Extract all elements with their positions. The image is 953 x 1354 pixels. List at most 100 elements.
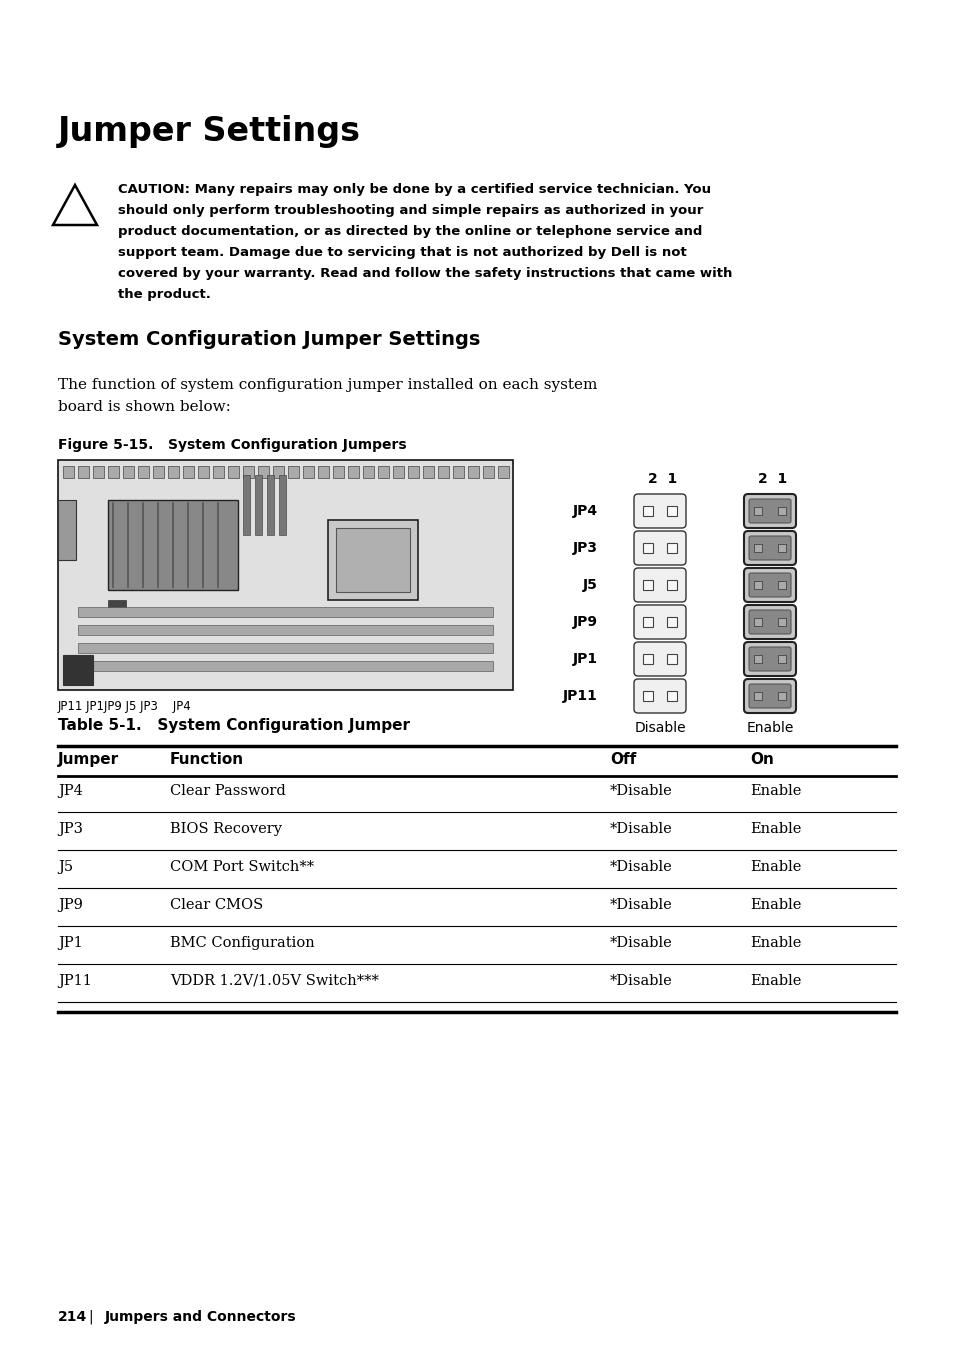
- FancyBboxPatch shape: [108, 500, 237, 590]
- FancyBboxPatch shape: [778, 581, 785, 589]
- FancyBboxPatch shape: [408, 466, 418, 478]
- Text: Enable: Enable: [749, 936, 801, 951]
- FancyBboxPatch shape: [108, 466, 119, 478]
- Text: the product.: the product.: [118, 288, 211, 301]
- FancyBboxPatch shape: [168, 466, 179, 478]
- FancyBboxPatch shape: [666, 580, 677, 590]
- Text: Figure 5-15.   System Configuration Jumpers: Figure 5-15. System Configuration Jumper…: [58, 437, 406, 452]
- FancyBboxPatch shape: [642, 580, 652, 590]
- FancyBboxPatch shape: [753, 581, 761, 589]
- Text: Off: Off: [609, 751, 636, 766]
- FancyBboxPatch shape: [363, 466, 374, 478]
- Text: support team. Damage due to servicing that is not authorized by Dell is not: support team. Damage due to servicing th…: [118, 246, 686, 259]
- FancyBboxPatch shape: [288, 466, 298, 478]
- FancyBboxPatch shape: [748, 647, 790, 672]
- FancyBboxPatch shape: [642, 617, 652, 627]
- FancyBboxPatch shape: [333, 466, 344, 478]
- Text: Clear Password: Clear Password: [170, 784, 286, 798]
- FancyBboxPatch shape: [58, 460, 513, 691]
- FancyBboxPatch shape: [152, 466, 164, 478]
- FancyBboxPatch shape: [63, 655, 92, 685]
- FancyBboxPatch shape: [743, 605, 795, 639]
- FancyBboxPatch shape: [317, 466, 329, 478]
- FancyBboxPatch shape: [666, 506, 677, 516]
- FancyBboxPatch shape: [335, 528, 410, 592]
- Text: *Disable: *Disable: [609, 822, 672, 835]
- FancyBboxPatch shape: [666, 543, 677, 552]
- FancyBboxPatch shape: [468, 466, 478, 478]
- FancyBboxPatch shape: [108, 600, 126, 615]
- FancyBboxPatch shape: [743, 567, 795, 603]
- FancyBboxPatch shape: [243, 466, 253, 478]
- FancyBboxPatch shape: [642, 506, 652, 516]
- Text: Jumpers and Connectors: Jumpers and Connectors: [105, 1311, 296, 1324]
- Text: JP4: JP4: [58, 784, 83, 798]
- FancyBboxPatch shape: [642, 654, 652, 663]
- FancyBboxPatch shape: [748, 536, 790, 561]
- Text: *Disable: *Disable: [609, 860, 672, 873]
- Text: *Disable: *Disable: [609, 784, 672, 798]
- Text: Enable: Enable: [749, 860, 801, 873]
- FancyBboxPatch shape: [257, 466, 269, 478]
- FancyBboxPatch shape: [748, 500, 790, 523]
- Text: Enable: Enable: [749, 898, 801, 913]
- FancyBboxPatch shape: [778, 544, 785, 552]
- Text: Enable: Enable: [749, 784, 801, 798]
- FancyBboxPatch shape: [78, 661, 493, 672]
- FancyBboxPatch shape: [666, 654, 677, 663]
- FancyBboxPatch shape: [634, 642, 685, 676]
- FancyBboxPatch shape: [183, 466, 193, 478]
- Text: Enable: Enable: [749, 974, 801, 988]
- FancyBboxPatch shape: [642, 543, 652, 552]
- Text: Enable: Enable: [745, 720, 793, 735]
- FancyBboxPatch shape: [743, 531, 795, 565]
- Text: Disable: Disable: [634, 720, 685, 735]
- FancyBboxPatch shape: [497, 466, 509, 478]
- FancyBboxPatch shape: [748, 573, 790, 597]
- FancyBboxPatch shape: [753, 617, 761, 626]
- Text: *Disable: *Disable: [609, 936, 672, 951]
- FancyBboxPatch shape: [328, 520, 417, 600]
- FancyBboxPatch shape: [743, 494, 795, 528]
- Text: 2  1: 2 1: [758, 473, 786, 486]
- Text: JP11 JP1JP9 J5 JP3    JP4: JP11 JP1JP9 J5 JP3 JP4: [58, 700, 192, 714]
- FancyBboxPatch shape: [393, 466, 403, 478]
- Text: On: On: [749, 751, 773, 766]
- Text: Function: Function: [170, 751, 244, 766]
- Text: J5: J5: [582, 578, 598, 592]
- FancyBboxPatch shape: [634, 494, 685, 528]
- Text: board is shown below:: board is shown below:: [58, 399, 231, 414]
- Text: The function of system configuration jumper installed on each system: The function of system configuration jum…: [58, 378, 597, 393]
- FancyBboxPatch shape: [63, 466, 74, 478]
- Text: JP1: JP1: [58, 936, 83, 951]
- FancyBboxPatch shape: [78, 626, 493, 635]
- FancyBboxPatch shape: [634, 567, 685, 603]
- Text: JP11: JP11: [58, 974, 91, 988]
- Text: JP11: JP11: [562, 689, 598, 703]
- FancyBboxPatch shape: [92, 466, 104, 478]
- Text: |: |: [88, 1311, 92, 1324]
- FancyBboxPatch shape: [748, 611, 790, 634]
- Text: J5: J5: [58, 860, 73, 873]
- FancyBboxPatch shape: [753, 692, 761, 700]
- FancyBboxPatch shape: [273, 466, 284, 478]
- Text: covered by your warranty. Read and follow the safety instructions that came with: covered by your warranty. Read and follo…: [118, 267, 732, 280]
- FancyBboxPatch shape: [138, 466, 149, 478]
- FancyBboxPatch shape: [78, 643, 493, 653]
- Text: System Configuration Jumper Settings: System Configuration Jumper Settings: [58, 330, 480, 349]
- Text: Table 5-1.   System Configuration Jumper: Table 5-1. System Configuration Jumper: [58, 718, 410, 733]
- FancyBboxPatch shape: [228, 466, 239, 478]
- Text: VDDR 1.2V/1.05V Switch***: VDDR 1.2V/1.05V Switch***: [170, 974, 378, 988]
- Text: Clear CMOS: Clear CMOS: [170, 898, 263, 913]
- FancyBboxPatch shape: [743, 678, 795, 714]
- Text: Jumper: Jumper: [58, 751, 119, 766]
- FancyBboxPatch shape: [243, 475, 250, 535]
- Text: CAUTION: Many repairs may only be done by a certified service technician. You: CAUTION: Many repairs may only be done b…: [118, 183, 710, 196]
- FancyBboxPatch shape: [778, 692, 785, 700]
- FancyBboxPatch shape: [278, 475, 286, 535]
- Text: *Disable: *Disable: [609, 898, 672, 913]
- Text: JP1: JP1: [572, 653, 598, 666]
- FancyBboxPatch shape: [778, 655, 785, 663]
- FancyBboxPatch shape: [642, 691, 652, 701]
- FancyBboxPatch shape: [666, 691, 677, 701]
